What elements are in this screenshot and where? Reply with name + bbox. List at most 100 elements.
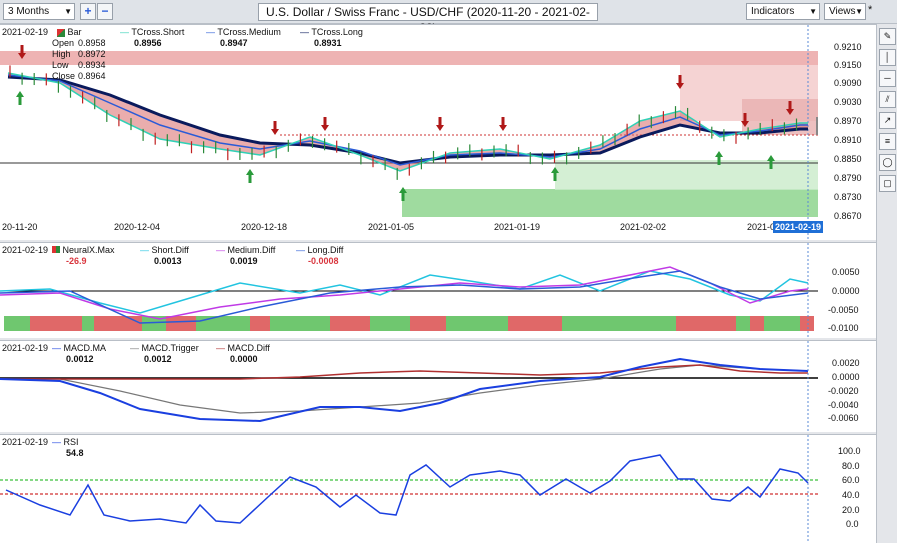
horizontal-line-icon[interactable]: ─ <box>879 70 896 87</box>
x-tick: 2020-12-18 <box>241 222 288 232</box>
y-tick: 0.8970 <box>834 116 862 126</box>
neural-bar <box>750 316 764 331</box>
y-tick: 60.0 <box>842 475 860 485</box>
legend-rsi: — RSI <box>52 437 79 447</box>
price-axis[interactable]: 0.9210 0.9150 0.9090 0.9030 0.8970 0.891… <box>818 25 876 240</box>
macd-ma-line <box>0 357 809 423</box>
legend-tcross-medium: — TCross.Medium <box>206 27 281 37</box>
y-tick: -0.0060 <box>828 413 859 423</box>
y-tick: 0.8730 <box>834 192 862 202</box>
legend-bar: Bar <box>57 27 82 37</box>
remove-button[interactable]: − <box>97 3 113 20</box>
legend-tcross-medium-value: 0.8947 <box>220 38 248 48</box>
y-tick: 20.0 <box>842 505 860 515</box>
vertical-line-icon[interactable]: │ <box>879 49 896 66</box>
note-icon[interactable]: ▢ <box>879 175 896 192</box>
neural-bar <box>82 316 94 331</box>
tcross-long-line <box>7 75 808 165</box>
buy-arrow <box>715 151 723 165</box>
y-tick: 0.9210 <box>834 42 862 52</box>
y-tick: -0.0100 <box>828 323 859 333</box>
y-tick: 0.8910 <box>834 135 862 145</box>
neural-bar <box>764 316 800 331</box>
neural-bar <box>736 316 750 331</box>
legend-neuralx: NeuralX.Max <box>52 245 115 255</box>
neural-bar <box>94 316 142 331</box>
neural-bar <box>330 316 370 331</box>
add-button[interactable]: + <box>80 3 96 20</box>
bar-icon <box>57 28 65 37</box>
neural-bar <box>166 316 196 331</box>
channel-icon[interactable]: ≡ <box>879 133 896 150</box>
indicators-label: Indicators <box>751 6 795 17</box>
neural-axis[interactable]: 0.0050 0.0000 -0.0050 -0.0100 <box>818 243 876 338</box>
legend-macd-diff-value: 0.0000 <box>230 354 258 364</box>
chart-title: U.S. Dollar / Swiss Franc - USD/CHF (202… <box>258 3 598 35</box>
macd-chart[interactable] <box>0 341 876 432</box>
neural-pane: 2021-02-19 NeuralX.Max -26.9 — Short.Dif… <box>0 242 876 338</box>
medium-diff-line <box>0 266 809 320</box>
macd-axis[interactable]: 0.0020 0.0000 -0.0020 -0.0040 -0.0060 <box>818 341 876 432</box>
close-value: 0.8964 <box>78 71 106 81</box>
high-value: 0.8972 <box>78 49 106 59</box>
long-diff-line <box>0 270 809 324</box>
y-tick: 0.8790 <box>834 173 862 183</box>
legend-tcross-short: — TCross.Short <box>120 27 185 37</box>
drawing-toolbar: ✎ │ ─ ⫽ ↗ ≡ ◯ ▢ <box>876 24 897 543</box>
indicators-dropdown[interactable]: Indicators ▼ <box>746 3 820 20</box>
open-value: 0.8958 <box>78 38 106 48</box>
legend-short-diff-value: 0.0013 <box>154 256 182 266</box>
x-tick: 2021-0 <box>747 222 776 232</box>
sell-arrow <box>676 75 684 89</box>
bar-label: Bar <box>67 27 82 37</box>
period-dropdown[interactable]: 3 Months ▼ <box>3 3 75 20</box>
macd-pane: 2021-02-19 — MACD.MA 0.0012 — MACD.Trigg… <box>0 340 876 432</box>
neural-bar <box>196 316 250 331</box>
x-tick: 2021-02-02 <box>620 222 667 232</box>
ohlc-block: Open 0.8958 High 0.8972 Low 0.8934 Close 0.8… <box>52 38 106 81</box>
legend-short-diff: — Short.Diff <box>140 245 189 255</box>
trend-icon[interactable]: ↗ <box>879 112 896 129</box>
y-tick: 0.0050 <box>832 267 860 277</box>
legend-medium-diff: — Medium.Diff <box>216 245 276 255</box>
views-dropdown[interactable]: Views ▼ <box>824 3 866 20</box>
views-label: Views <box>829 6 856 17</box>
fibonacci-icon[interactable]: ⫽ <box>879 91 896 108</box>
ellipse-icon[interactable]: ◯ <box>879 154 896 171</box>
neural-bar <box>410 316 446 331</box>
x-tick: 2021-01-19 <box>494 222 541 232</box>
x-tick: 2021-01-05 <box>368 222 415 232</box>
sell-arrow <box>499 117 507 131</box>
y-tick: 0.0 <box>846 519 859 529</box>
neural-bar <box>370 316 410 331</box>
tcross-short-line <box>7 72 808 172</box>
neural-bar <box>508 316 562 331</box>
neural-chart[interactable] <box>0 243 876 338</box>
x-tick: 20-11-20 <box>2 222 38 232</box>
support-zone <box>402 189 818 217</box>
y-tick: 0.0000 <box>832 372 860 382</box>
y-tick: -0.0020 <box>828 386 859 396</box>
legend-medium-diff-value: 0.0019 <box>230 256 258 266</box>
low-value: 0.8934 <box>78 60 106 70</box>
legend-macd-trigger-value: 0.0012 <box>144 354 172 364</box>
rsi-axis[interactable]: 100.0 80.0 60.0 40.0 20.0 0.0 <box>818 435 876 543</box>
pencil-icon[interactable]: ✎ <box>879 28 896 45</box>
legend-date: 2021-02-19 <box>2 343 49 353</box>
price-pane: 2021-02-19 Bar — TCross.Short 0.8956 — T… <box>0 24 876 240</box>
rsi-chart[interactable] <box>0 435 876 543</box>
y-tick: 40.0 <box>842 490 860 500</box>
neural-bar <box>250 316 270 331</box>
sell-arrow <box>786 101 794 115</box>
period-label: 3 Months <box>8 6 50 17</box>
rsi-line <box>5 454 809 524</box>
chevron-down-icon: ▼ <box>64 7 72 16</box>
favorite-star[interactable]: * <box>868 4 873 16</box>
price-chart[interactable] <box>0 25 876 240</box>
legend-macd-ma-value: 0.0012 <box>66 354 94 364</box>
y-tick: -0.0050 <box>828 305 859 315</box>
legend-date: 2021-02-19 <box>2 27 49 37</box>
short-diff-line <box>0 270 809 314</box>
neural-bar <box>270 316 330 331</box>
neural-bar <box>676 316 736 331</box>
